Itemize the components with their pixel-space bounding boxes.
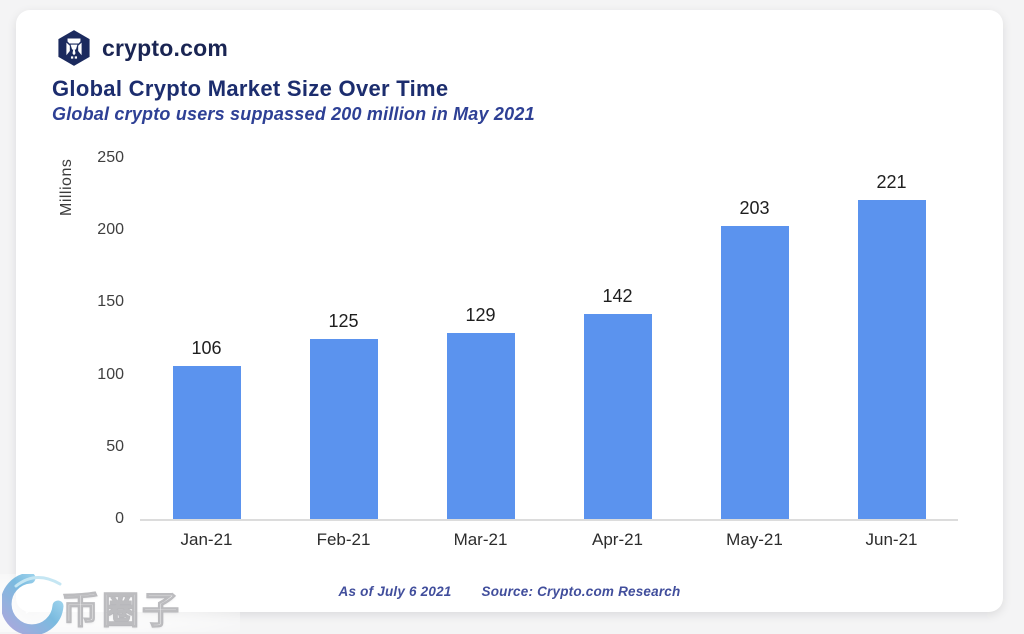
bar: [172, 365, 241, 519]
crypto-com-logo: crypto.com: [55, 29, 228, 67]
chart-subtitle: Global crypto users suppassed 200 millio…: [52, 104, 535, 124]
bar-value-label: 129: [465, 304, 496, 325]
chart-title: Global Crypto Market Size Over Time: [52, 76, 449, 101]
y-axis-tick-label: 100: [97, 365, 124, 383]
y-axis-tick-label: 200: [97, 221, 124, 239]
bar-value-label: 142: [602, 285, 633, 306]
source-credit: Source: Crypto.com Research: [481, 584, 681, 599]
x-axis-tick-label: Feb-21: [316, 530, 371, 549]
crypto-com-hexagon-icon: [58, 30, 90, 66]
site-watermark: 币圈子: [0, 568, 240, 634]
x-axis-line: [140, 519, 958, 521]
y-axis-tick-label: 150: [97, 293, 124, 311]
watermark-swirl-icon: [2, 574, 64, 634]
x-axis-tick-label: Apr-21: [591, 530, 644, 549]
bar: [309, 338, 378, 519]
logo-wordmark: crypto.com: [102, 34, 228, 61]
as-of-date: As of July 6 2021: [338, 584, 452, 599]
x-axis-tick-label: Mar-21: [453, 530, 508, 549]
bar-value-label: 221: [876, 171, 907, 192]
bar-value-label: 106: [191, 337, 222, 358]
bar: [583, 313, 652, 519]
chart-footnote: As of July 6 2021 Source: Crypto.com Res…: [16, 584, 1003, 599]
bar-value-label: 125: [328, 310, 359, 331]
y-axis-tick-label: 250: [97, 149, 124, 166]
x-axis-tick-label: May-21: [726, 530, 783, 549]
y-axis-tick-label: 50: [106, 437, 124, 455]
y-axis-tick-label: 0: [115, 510, 124, 527]
bar: [720, 225, 789, 519]
watermark-text: 币圈子: [61, 589, 182, 631]
x-axis-tick-label: Jun-21: [865, 530, 918, 549]
watermark-glow: [0, 574, 240, 632]
bar: [446, 332, 515, 519]
bar-value-label: 203: [739, 197, 770, 218]
bar: [857, 199, 926, 519]
x-axis-tick-label: Jan-21: [180, 530, 233, 549]
